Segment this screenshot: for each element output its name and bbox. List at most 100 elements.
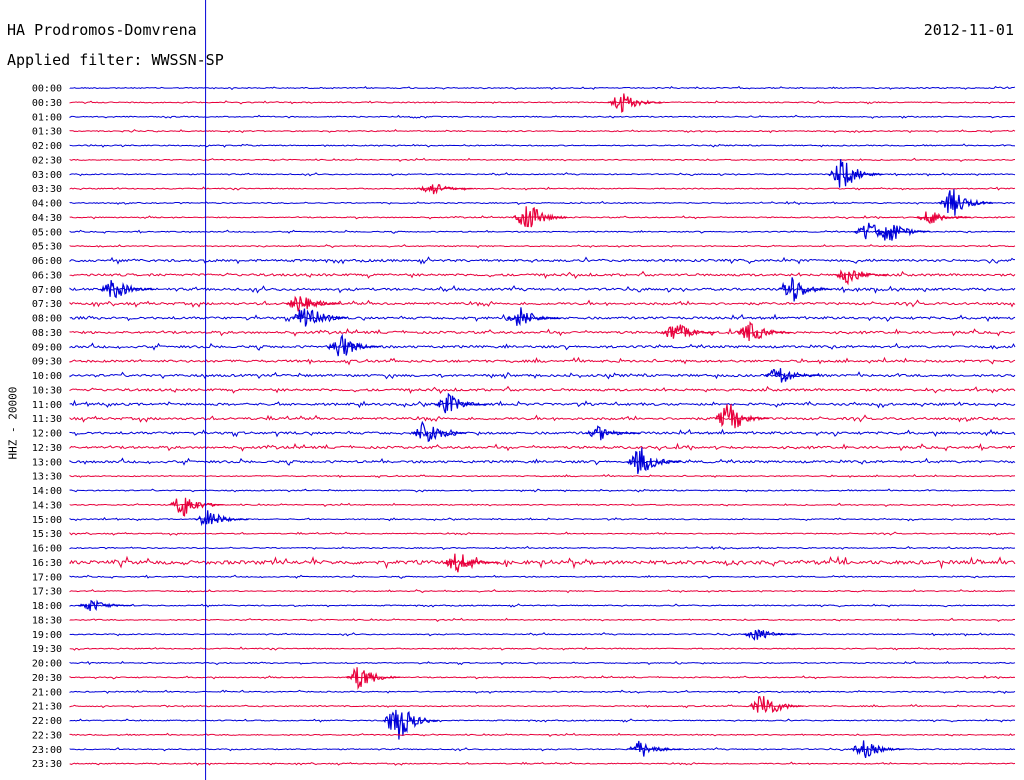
row-time-label: 13:00 — [32, 457, 62, 468]
trace-line — [69, 632, 1016, 637]
trace-line — [69, 256, 1016, 265]
row-time-label: 17:00 — [32, 572, 62, 583]
row-time-label: 09:00 — [32, 342, 62, 353]
trace-line — [69, 327, 1016, 337]
seismic-event — [585, 425, 640, 441]
seismic-event — [736, 320, 792, 341]
seismic-event — [78, 599, 133, 612]
row-time-label: 17:30 — [32, 587, 62, 598]
row-time-label: 03:30 — [32, 184, 62, 195]
trace-line — [69, 428, 1016, 438]
row-time-label: 23:30 — [32, 759, 62, 770]
seismic-event — [169, 497, 224, 517]
seismic-event — [916, 211, 972, 225]
row-time-label: 15:00 — [32, 515, 62, 526]
row-time-label: 11:30 — [32, 414, 62, 425]
trace-line — [69, 285, 1016, 294]
row-time-label: 01:00 — [32, 112, 62, 123]
row-time-label: 08:30 — [32, 328, 62, 339]
trace-line — [69, 129, 1016, 134]
time-tick-labels: 00:00 00:30 01:00 01:30 02:00 02:30 03:00 03:30… — [32, 84, 62, 771]
row-time-label: 06:00 — [32, 256, 62, 267]
row-time-label: 20:30 — [32, 673, 62, 684]
row-time-label: 14:30 — [32, 500, 62, 511]
seismic-event — [626, 447, 681, 474]
station-title: HA Prodromos-Domvrena — [7, 21, 197, 39]
row-time-label: 04:30 — [32, 213, 62, 224]
row-time-label: 05:00 — [32, 227, 62, 238]
trace-line — [69, 143, 1016, 148]
trace-line — [69, 244, 1016, 249]
seismic-event — [828, 159, 883, 188]
trace-line — [69, 732, 1016, 738]
seismic-event — [938, 189, 993, 216]
trace-line — [69, 457, 1016, 466]
row-time-label: 22:00 — [32, 716, 62, 727]
seismic-event — [382, 709, 439, 740]
row-time-label: 14:00 — [32, 486, 62, 497]
row-time-label: 21:30 — [32, 702, 62, 713]
trace-line — [69, 574, 1016, 579]
trace-line — [69, 100, 1016, 105]
seismic-event — [434, 392, 489, 414]
seismic-event — [418, 184, 473, 195]
trace-line — [69, 399, 1016, 409]
trace-line — [69, 215, 1016, 220]
row-time-label: 20:00 — [32, 659, 62, 670]
seismic-event — [777, 277, 833, 302]
seismic-event — [292, 308, 347, 327]
seismic-event — [850, 740, 905, 759]
trace-line — [69, 689, 1016, 694]
trace-line — [69, 488, 1016, 493]
row-time-label: 12:00 — [32, 429, 62, 440]
trace-line — [69, 200, 1016, 206]
seismic-event — [345, 667, 401, 691]
trace-line — [69, 414, 1016, 423]
trace-line — [69, 385, 1016, 394]
trace-line — [69, 531, 1016, 536]
row-time-label: 05:30 — [32, 242, 62, 253]
trace-line — [69, 229, 1016, 234]
trace-group — [69, 85, 1016, 766]
trace-line — [69, 502, 1016, 508]
seismic-event — [661, 324, 716, 339]
trace-line — [69, 675, 1016, 680]
row-time-label: 13:30 — [32, 472, 62, 483]
trace-line — [69, 473, 1016, 479]
seismic-event — [875, 224, 931, 241]
trace-line — [69, 186, 1016, 191]
trace-line — [69, 545, 1016, 551]
seismic-event — [327, 333, 382, 357]
seismic-event — [443, 553, 499, 573]
trace-line — [69, 85, 1016, 91]
row-time-label: 19:30 — [32, 644, 62, 655]
row-time-label: 12:30 — [32, 443, 62, 454]
trace-line — [69, 589, 1016, 594]
trace-line — [69, 555, 1016, 570]
seismic-event — [765, 368, 820, 383]
trace-line — [69, 342, 1016, 351]
seismic-event — [511, 206, 568, 228]
trace-line — [69, 603, 1016, 608]
row-time-label: 23:00 — [32, 745, 62, 756]
filter-label: Applied filter: WWSSN-SP — [7, 51, 224, 69]
row-time-label: 02:00 — [32, 141, 62, 152]
row-time-label: 16:30 — [32, 558, 62, 569]
row-time-label: 21:00 — [32, 687, 62, 698]
trace-line — [69, 660, 1016, 666]
trace-line — [69, 442, 1016, 452]
row-time-label: 06:30 — [32, 270, 62, 281]
row-time-label: 18:00 — [32, 601, 62, 612]
seismic-event — [506, 307, 561, 327]
trace-line — [69, 718, 1016, 723]
row-time-label: 04:00 — [32, 199, 62, 210]
row-time-label: 11:00 — [32, 400, 62, 411]
seismic-event — [285, 295, 341, 312]
seismic-event — [626, 740, 682, 757]
row-time-label: 10:30 — [32, 385, 62, 396]
seismic-event — [607, 93, 662, 113]
seismic-event — [99, 280, 155, 299]
trace-line — [69, 747, 1016, 752]
row-time-label: 18:30 — [32, 615, 62, 626]
seismic-event — [749, 695, 805, 714]
